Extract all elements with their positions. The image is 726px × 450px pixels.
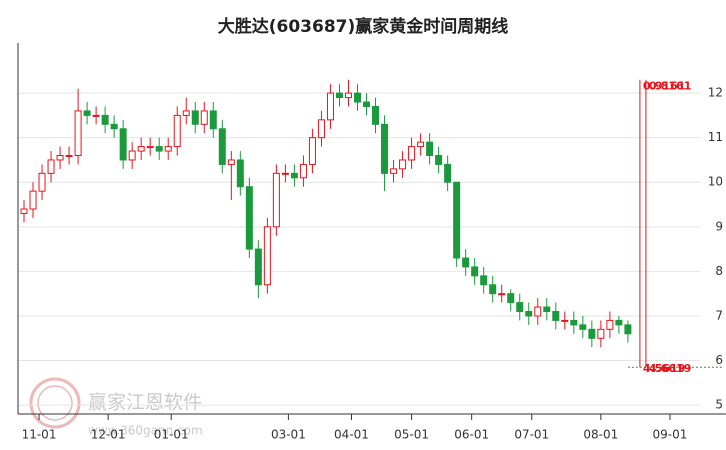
watermark: 赢家江恩软件 www.360gann.com (29, 377, 203, 438)
candle-body (83, 110, 91, 116)
x-tick-label: 04-01 (334, 428, 369, 442)
x-tick-label: 11-01 (22, 428, 57, 442)
candle-body (579, 324, 587, 330)
y-tick-label: 8 (715, 264, 723, 278)
cycle-top-label: 0.9161 (643, 80, 685, 93)
candle-body (381, 123, 389, 174)
candle-body (606, 319, 614, 330)
candle-body (597, 328, 605, 339)
candle-body (299, 163, 307, 179)
watermark-name: 赢家江恩软件 (88, 392, 202, 414)
candle-body (624, 324, 632, 335)
candle-body (335, 92, 343, 99)
y-tick-label: 7 (715, 308, 723, 322)
x-tick-label: 06-01 (454, 428, 489, 442)
candle-body (146, 146, 154, 149)
candle-body (74, 110, 82, 157)
candle-body (615, 319, 623, 326)
candle-body (191, 110, 199, 125)
x-tick-label: 01-01 (154, 428, 189, 442)
x-tick-label: 12-01 (91, 428, 126, 442)
candle-body (507, 293, 515, 304)
candle-body (525, 310, 533, 317)
candle-body (426, 141, 434, 157)
candle-body (65, 155, 73, 158)
candle-body (326, 92, 334, 121)
candle-body (317, 119, 325, 139)
candle-body (200, 110, 208, 125)
y-tick-label: 12 (708, 86, 723, 100)
candle-body (236, 159, 244, 188)
candle-body (29, 190, 37, 210)
candle-body (128, 150, 136, 161)
candle-body (489, 284, 497, 295)
candle-body (164, 146, 172, 152)
candle-body (110, 123, 118, 130)
candle-body (101, 114, 109, 125)
candle-body (344, 92, 352, 99)
candle-body (227, 159, 235, 165)
watermark-logo-inner (37, 385, 73, 421)
candle-body (552, 310, 560, 321)
candle-body (263, 226, 271, 286)
candle-body (173, 114, 181, 148)
candle-body (435, 155, 443, 165)
candle-body (281, 172, 289, 175)
candle-body (182, 110, 190, 116)
watermark-url: www.360gann.com (88, 424, 203, 438)
x-tick-label: 07-01 (514, 428, 549, 442)
candle-body (218, 128, 226, 165)
candle-body (534, 306, 542, 317)
x-tick-label: 03-01 (271, 428, 306, 442)
candle-body (417, 141, 425, 148)
candle-body (498, 293, 506, 296)
candle-body (462, 257, 470, 268)
candle-body (372, 105, 380, 125)
candle-body (209, 110, 217, 130)
candle-body (471, 266, 479, 277)
y-tick-label: 10 (708, 175, 723, 189)
y-tick-label: 9 (715, 219, 723, 233)
y-tick-label: 5 (715, 398, 723, 412)
candle-body (399, 159, 407, 170)
candle-body (353, 92, 361, 103)
chart-title: 大胜达(603687)赢家黄金时间周期线 (218, 16, 509, 37)
candle-body (390, 168, 398, 174)
candle-body (20, 208, 28, 214)
y-tick-label: 11 (708, 130, 723, 144)
candle-body (119, 128, 127, 161)
candle-body (453, 181, 461, 259)
x-tick-label: 08-01 (583, 428, 618, 442)
candle-body (56, 155, 64, 161)
candle-body (588, 328, 596, 339)
candle-body (47, 159, 55, 174)
candle-body (363, 101, 371, 107)
y-tick-label: 6 (715, 353, 723, 367)
candle-body (92, 114, 100, 117)
x-tick-label: 05-01 (394, 428, 429, 442)
candle-body (245, 186, 253, 250)
x-tick-label: 09-01 (653, 428, 688, 442)
candle-body (480, 275, 488, 286)
cycle-bottom-label: 4.5619 (643, 362, 685, 375)
cycle-bottom-label: 4.6619 (649, 362, 691, 375)
watermark-logo (29, 377, 81, 429)
candle-body (272, 172, 280, 228)
candle-body (516, 302, 524, 312)
candle-body (444, 163, 452, 183)
candle-body (254, 248, 262, 286)
candle-body (570, 319, 578, 326)
cycle-top-label: 0.8161 (649, 80, 691, 93)
candle-body (38, 172, 46, 192)
candle-body (155, 146, 163, 152)
candle-body (308, 137, 316, 165)
candle-body (137, 146, 145, 152)
candle-body (290, 172, 298, 179)
candle-body (561, 319, 569, 322)
candle-body (408, 146, 416, 161)
candle-body (543, 306, 551, 312)
